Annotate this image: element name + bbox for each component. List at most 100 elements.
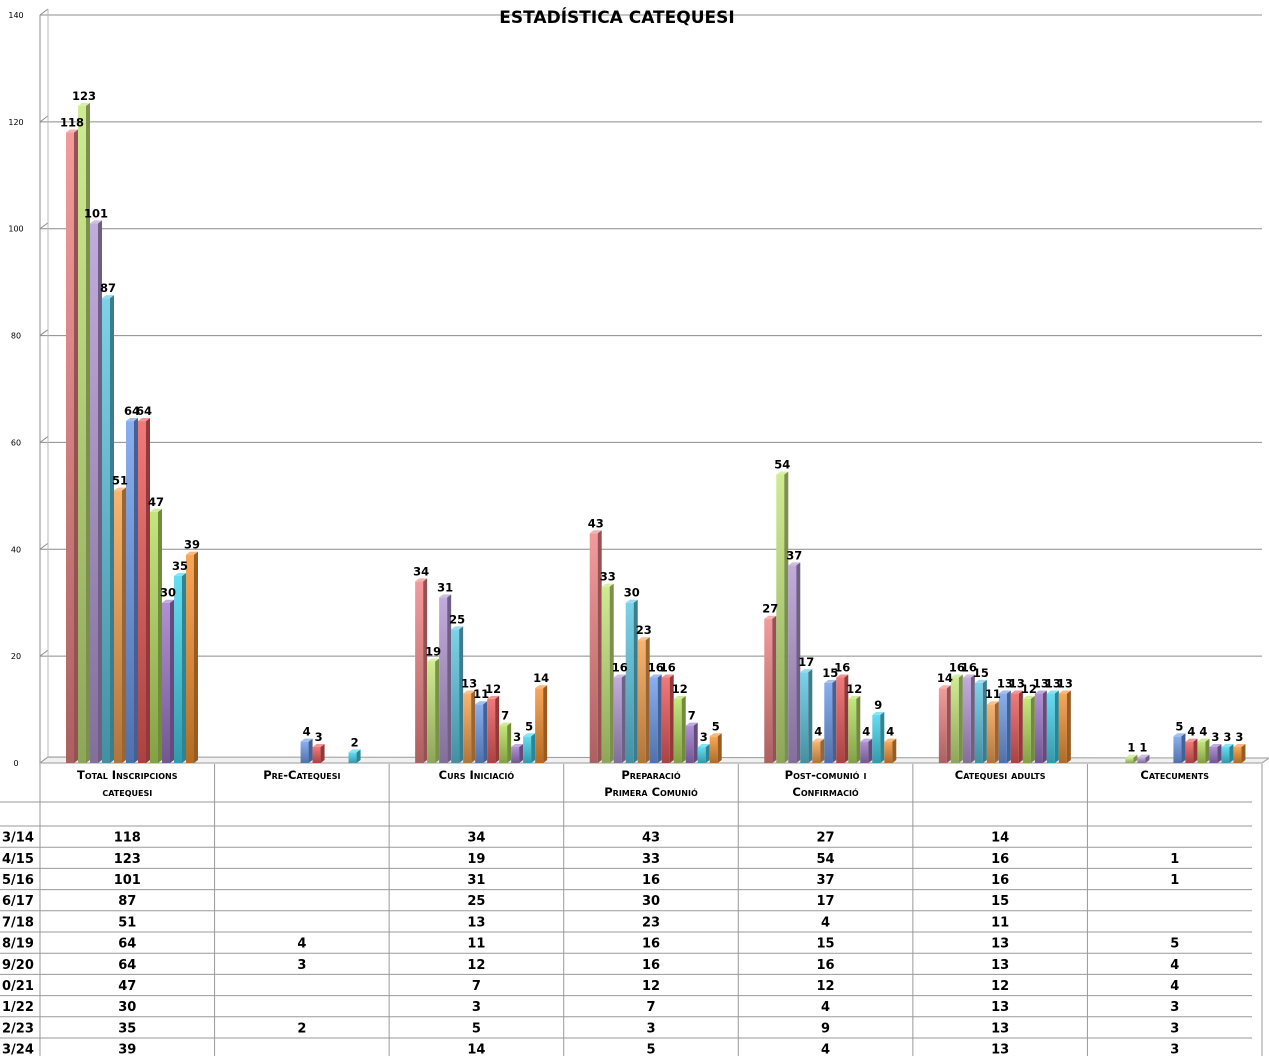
table-cell: 16 [991,852,1009,867]
bar-side [693,722,698,763]
bar-side [1042,690,1047,763]
category-label: Total Inscripcions [77,768,178,782]
bar-front [860,741,869,763]
table-cell: 5 [646,1043,655,1056]
data-label: 19 [425,644,441,658]
bar-side [796,562,801,763]
bar-top [860,738,873,742]
series-label: 3/14 [2,831,34,846]
bar [848,695,861,763]
bar-top [1125,754,1138,758]
bar-side [844,674,849,763]
bar-top [673,695,686,699]
data-label: 3 [315,730,323,744]
bar-front [962,677,971,763]
bar-front [938,688,947,763]
series-label: 3/24 [2,1043,34,1056]
bar-top [186,551,198,555]
table-cell: 123 [114,852,141,867]
data-label: 3 [1235,730,1243,744]
bar-side [158,508,162,763]
bar-top [1022,695,1035,699]
bar-front [1197,741,1206,763]
bar-side [1217,743,1222,763]
data-label: 12 [1021,682,1037,696]
bar [950,674,963,763]
bar-side [134,418,138,763]
bar-top [451,626,464,630]
bar-top [463,690,476,694]
table-cell: 16 [817,958,835,973]
data-label: 23 [636,623,652,637]
data-label: 1 [1139,741,1147,755]
bar [884,738,897,763]
bar-front [487,698,496,763]
table-cell: 64 [118,937,136,952]
table-cell: 51 [118,915,136,930]
bar [415,578,428,763]
bar-top [1173,733,1186,737]
series-label: 7/18 [2,915,34,930]
bar-front [162,602,170,763]
data-label: 1 [1127,741,1135,755]
bar-front [1010,693,1019,763]
data-label: 87 [100,281,116,295]
bar-side [892,738,897,763]
gridline-depth [39,649,49,657]
bar [150,508,162,763]
gridline-depth [39,436,49,443]
table-cell: 43 [642,831,660,846]
y-tick-label: 40 [11,545,21,554]
bar-top [66,129,78,133]
bar [601,583,614,763]
bar-top [415,578,428,582]
bar-top [836,674,849,678]
data-label: 118 [60,116,84,130]
table-cell: 13 [991,958,1009,973]
bar-side [621,674,626,763]
bar-front [1034,693,1043,763]
table-cell: 11 [991,915,1009,930]
data-label: 7 [501,709,509,723]
data-label: 51 [112,474,128,488]
table-cell: 13 [991,1043,1009,1056]
bar [776,471,789,763]
bar [860,738,873,763]
bar-top [150,508,162,512]
table-cell: 3 [646,1021,655,1036]
bar-front [824,682,833,763]
data-label: 13 [1045,677,1061,691]
bar-front [661,677,670,763]
bar-front [150,511,158,763]
data-label: 4 [886,725,894,739]
bar-side [74,129,78,764]
data-label: 4 [814,725,822,739]
table-cell: 87 [118,894,136,909]
table-cell: 64 [118,958,136,973]
bar-top [1058,690,1071,694]
bar-front [1137,757,1146,763]
bar-side [110,295,114,763]
table-cell: 11 [467,937,485,952]
data-label: 3 [513,730,521,744]
gridline-depth [39,8,49,16]
bar-top [162,599,174,603]
bar-top [998,690,1011,694]
table-cell: 54 [817,852,835,867]
bar [1221,743,1234,763]
data-label: 4 [303,725,311,739]
gridline-depth [39,329,49,336]
bars [66,102,1246,764]
category-label: catequesi [102,785,152,799]
table-cell: 4 [821,915,830,930]
bar-top [1046,690,1059,694]
bar [1058,690,1071,763]
bar-side [669,674,674,763]
bar [685,722,698,763]
bar-side [705,743,710,763]
bar-side [856,695,861,763]
bar [1125,754,1138,763]
bar [523,733,536,763]
bar-front [427,661,436,763]
